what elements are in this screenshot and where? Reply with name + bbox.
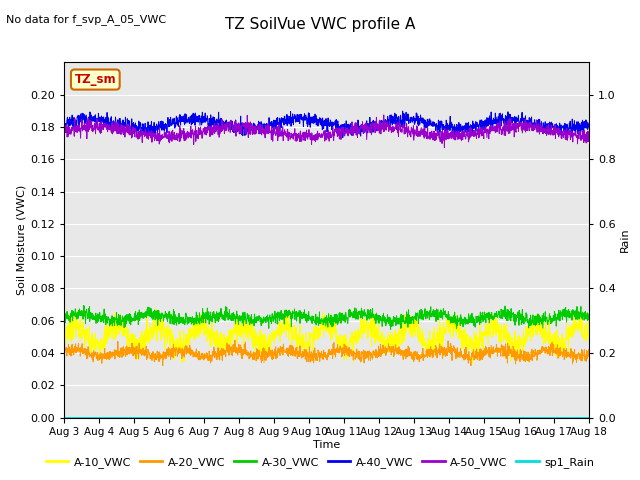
Text: TZ SoilVue VWC profile A: TZ SoilVue VWC profile A <box>225 17 415 32</box>
Text: TZ_sm: TZ_sm <box>74 73 116 86</box>
Y-axis label: Rain: Rain <box>620 228 630 252</box>
X-axis label: Time: Time <box>313 440 340 450</box>
Y-axis label: Soil Moisture (VWC): Soil Moisture (VWC) <box>16 185 26 295</box>
Text: No data for f_svp_A_05_VWC: No data for f_svp_A_05_VWC <box>6 14 166 25</box>
Legend: A-10_VWC, A-20_VWC, A-30_VWC, A-40_VWC, A-50_VWC, sp1_Rain: A-10_VWC, A-20_VWC, A-30_VWC, A-40_VWC, … <box>42 452 598 472</box>
